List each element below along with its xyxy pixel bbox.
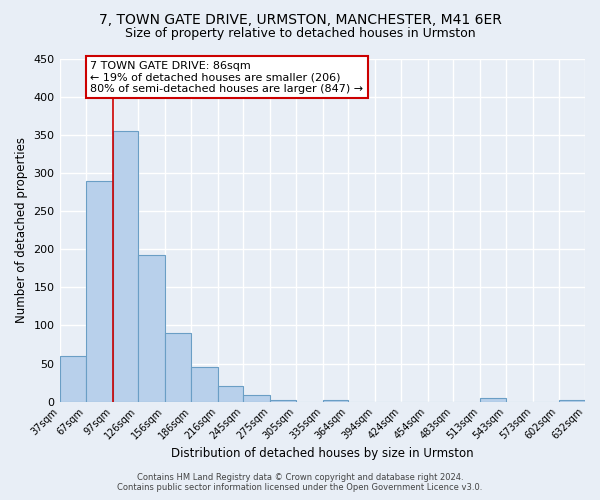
Text: 7 TOWN GATE DRIVE: 86sqm
← 19% of detached houses are smaller (206)
80% of semi-: 7 TOWN GATE DRIVE: 86sqm ← 19% of detach… xyxy=(91,60,364,94)
Bar xyxy=(59,356,86,402)
Bar xyxy=(559,400,585,402)
Bar xyxy=(323,400,349,402)
X-axis label: Distribution of detached houses by size in Urmston: Distribution of detached houses by size … xyxy=(171,447,473,460)
Bar xyxy=(218,386,243,402)
Bar xyxy=(243,394,270,402)
Bar xyxy=(86,181,113,402)
Text: Size of property relative to detached houses in Urmston: Size of property relative to detached ho… xyxy=(125,28,475,40)
Bar xyxy=(191,366,218,402)
Bar xyxy=(138,256,164,402)
Text: Contains HM Land Registry data © Crown copyright and database right 2024.
Contai: Contains HM Land Registry data © Crown c… xyxy=(118,473,482,492)
Bar xyxy=(164,333,191,402)
Bar xyxy=(270,400,296,402)
Bar xyxy=(113,132,138,402)
Text: 7, TOWN GATE DRIVE, URMSTON, MANCHESTER, M41 6ER: 7, TOWN GATE DRIVE, URMSTON, MANCHESTER,… xyxy=(98,12,502,26)
Y-axis label: Number of detached properties: Number of detached properties xyxy=(15,138,28,324)
Bar xyxy=(480,398,506,402)
